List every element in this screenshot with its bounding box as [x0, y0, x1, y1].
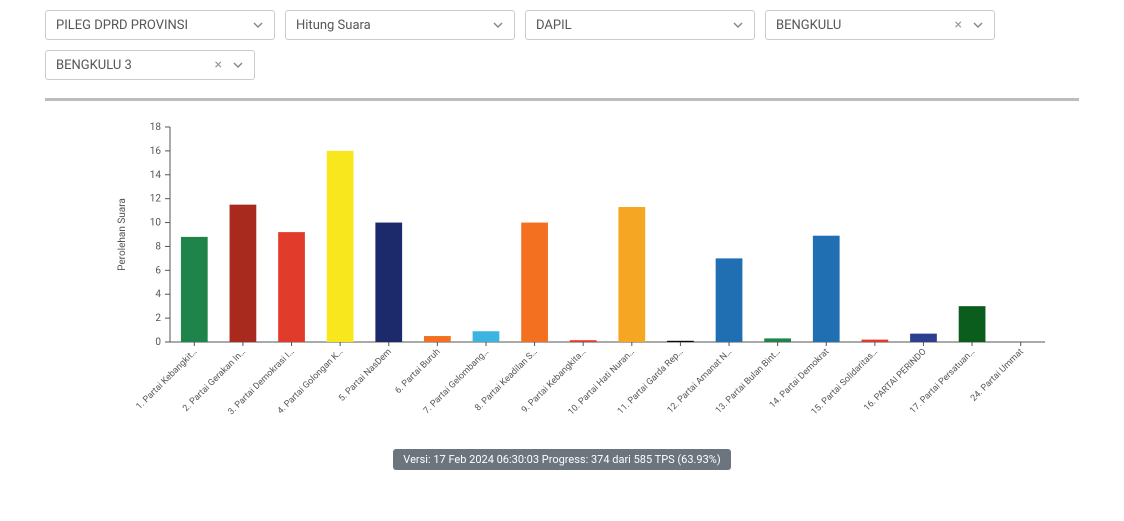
chevron-down-icon	[732, 19, 744, 31]
bar	[813, 236, 840, 342]
svg-text:4: 4	[155, 289, 161, 300]
bar	[667, 341, 694, 342]
status-badge-wrap: Versi: 17 Feb 2024 06:30:03 Progress: 37…	[45, 449, 1079, 470]
svg-text:18: 18	[150, 122, 162, 133]
filter-label: PILEG DPRD PROVINSI	[56, 18, 246, 33]
bar	[278, 232, 305, 342]
bar	[910, 334, 937, 342]
clear-icon[interactable]: ×	[951, 17, 966, 33]
status-badge: Versi: 17 Feb 2024 06:30:03 Progress: 37…	[393, 449, 730, 470]
section-divider	[45, 98, 1079, 101]
clear-icon[interactable]: ×	[211, 57, 226, 73]
filter-bar: PILEG DPRD PROVINSI Hitung Suara DAPIL BENG…	[45, 10, 1079, 80]
chart-holder: 024681012141618Perolehan Suara1. Partai …	[45, 117, 1079, 437]
svg-text:14: 14	[150, 170, 162, 181]
bar	[181, 237, 208, 342]
bar	[521, 223, 548, 342]
chevron-down-icon	[232, 59, 244, 71]
filter-label: BENGKULU	[776, 18, 951, 33]
x-tick-label: 6. Partai Buruh	[394, 347, 443, 396]
x-tick-label: 24. Partai Ummat	[969, 347, 1026, 404]
x-tick-label: 5. Partai NasDem	[337, 347, 394, 404]
svg-text:12: 12	[150, 194, 162, 205]
bar	[375, 223, 402, 342]
filter-select[interactable]: Hitung Suara	[285, 10, 515, 40]
filter-label: Hitung Suara	[296, 18, 486, 33]
svg-text:6: 6	[155, 265, 161, 276]
filter-select[interactable]: DAPIL	[525, 10, 755, 40]
chevron-down-icon	[492, 19, 504, 31]
svg-text:16: 16	[150, 146, 162, 157]
bar	[716, 258, 743, 342]
bar	[764, 338, 791, 342]
filter-label: BENGKULU 3	[56, 58, 211, 73]
filter-label: DAPIL	[536, 18, 726, 33]
filter-select[interactable]: BENGKULU×	[765, 10, 995, 40]
chart-area: 024681012141618Perolehan Suara1. Partai …	[45, 107, 1079, 470]
bar	[327, 151, 354, 342]
svg-text:0: 0	[155, 337, 161, 348]
chevron-down-icon	[252, 19, 264, 31]
bar	[861, 340, 888, 342]
filter-select[interactable]: BENGKULU 3×	[45, 50, 255, 80]
bar	[570, 340, 597, 342]
bar	[618, 207, 645, 342]
chevron-down-icon	[972, 19, 984, 31]
svg-text:8: 8	[155, 241, 161, 252]
bar	[473, 331, 500, 342]
bar	[959, 306, 986, 342]
vote-bar-chart: 024681012141618Perolehan Suara1. Partai …	[45, 117, 1079, 437]
y-axis-label: Perolehan Suara	[117, 198, 128, 271]
filter-select[interactable]: PILEG DPRD PROVINSI	[45, 10, 275, 40]
bar	[424, 336, 451, 342]
svg-text:10: 10	[150, 218, 162, 229]
svg-text:2: 2	[155, 313, 161, 324]
bar	[230, 205, 257, 342]
